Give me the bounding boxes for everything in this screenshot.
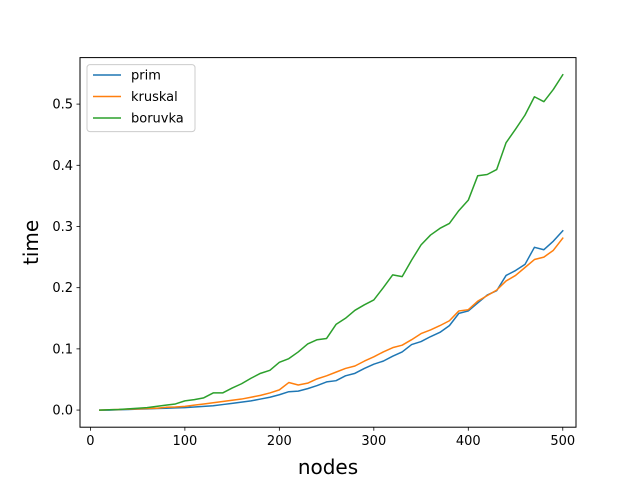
plot-frame — [79, 57, 577, 428]
legend-box — [86, 64, 196, 133]
x-axis-title: nodes — [298, 455, 358, 479]
y-tick-label: 0.3 — [52, 220, 73, 235]
y-tick-label: 0.1 — [52, 342, 73, 357]
y-tick-label: 0.0 — [52, 404, 73, 419]
legend: prim kruskal boruvka — [86, 64, 196, 133]
legend-label-prim: prim — [131, 69, 161, 84]
series-line-boruvka — [99, 73, 564, 411]
y-axis-title: time — [19, 220, 43, 265]
x-tick-label: 400 — [456, 434, 481, 449]
legend-label-kruskal: kruskal — [131, 90, 178, 105]
x-axis: 0 100 200 300 400 500 — [86, 427, 575, 449]
series-line-kruskal — [99, 237, 564, 411]
y-tick-label: 0.2 — [52, 281, 73, 296]
x-tick-label: 100 — [172, 434, 197, 449]
x-tick-label: 200 — [267, 434, 292, 449]
y-tick-label: 0.5 — [52, 98, 73, 113]
x-tick-label: 300 — [361, 434, 386, 449]
x-tick-label: 500 — [550, 434, 575, 449]
series-lines — [99, 73, 564, 411]
y-axis: 0.0 0.1 0.2 0.3 0.4 0.5 — [52, 98, 80, 419]
legend-label-boruvka: boruvka — [131, 112, 184, 127]
y-tick-label: 0.4 — [52, 159, 73, 174]
x-tick-label: 0 — [86, 434, 94, 449]
